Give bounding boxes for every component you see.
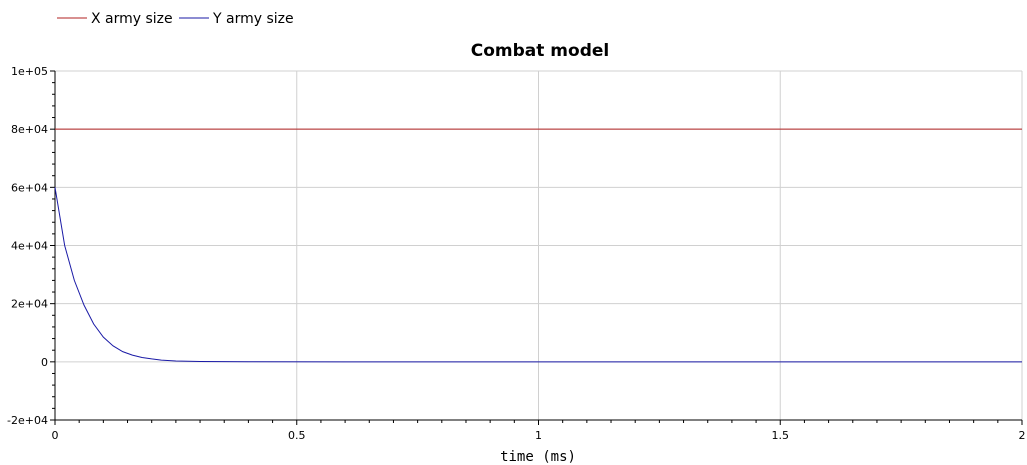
legend[interactable]: X army size Y army size xyxy=(57,11,294,27)
x-tick-label: 0.5 xyxy=(288,429,306,442)
x-tick-label: 2 xyxy=(1019,429,1026,442)
y-tick-label: -2e+04 xyxy=(7,414,48,427)
chart-title: Combat model xyxy=(471,41,609,61)
series-lines xyxy=(54,128,1022,363)
x-tick-label: 1.5 xyxy=(772,429,790,442)
series-line-y-army-size xyxy=(54,187,1022,363)
y-tick-label: 1e+05 xyxy=(11,65,48,78)
x-axis-label: time (ms) xyxy=(500,449,576,465)
y-tick-label: 4e+04 xyxy=(11,240,48,253)
y-tick-label: 2e+04 xyxy=(11,298,48,311)
x-tick-label: 1 xyxy=(535,429,542,442)
legend-label-x-army-size: X army size xyxy=(91,11,173,27)
grid xyxy=(54,70,1023,421)
y-tick-label: 0 xyxy=(41,356,48,369)
y-tick-label: 6e+04 xyxy=(11,181,48,194)
legend-label-y-army-size: Y army size xyxy=(212,11,294,27)
axes: -2e+04 0 2e+04 4e+04 6e+04 8e+04 1e+05 0 0.5 1 1.5… xyxy=(7,65,1025,442)
x-tick-label: 0 xyxy=(52,429,59,442)
y-tick-label: 8e+04 xyxy=(11,123,48,136)
